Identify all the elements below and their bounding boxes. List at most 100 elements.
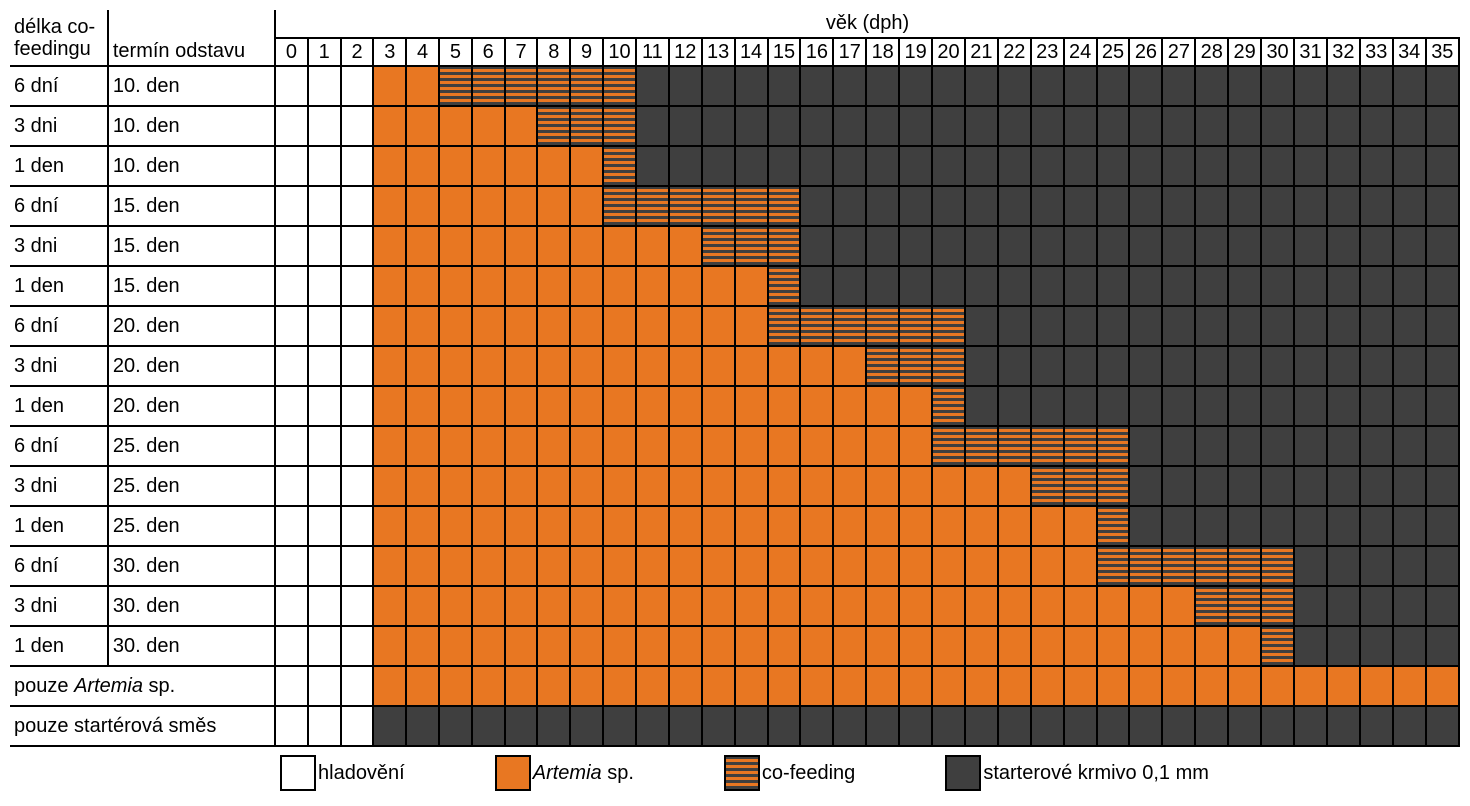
grid-cell [472,586,505,626]
row-label-cofeed-length: 3 dni [10,586,108,626]
table-row: 1 den15. den [10,266,1459,306]
grid-cell [570,146,603,186]
table-row: 6 dní30. den [10,546,1459,586]
grid-cell [1327,626,1360,666]
grid-cell [669,106,702,146]
grid-cell [636,226,669,266]
grid-cell [373,586,406,626]
grid-cell [669,186,702,226]
header-day-14: 14 [735,38,768,66]
grid-cell [702,386,735,426]
grid-cell [1097,346,1130,386]
row-label-cofeed-length: 6 dní [10,186,108,226]
grid-cell [702,106,735,146]
legend-label-artemia: Artemia sp. [533,762,634,785]
header-day-30: 30 [1261,38,1294,66]
grid-cell [1129,466,1162,506]
grid-cell [1426,666,1459,706]
grid-cell [1360,226,1393,266]
grid-cell [406,266,439,306]
grid-cell [505,386,538,426]
grid-cell [1064,426,1097,466]
grid-cell [1195,146,1228,186]
grid-cell [1393,426,1426,466]
grid-cell [1426,66,1459,106]
grid-cell [341,226,374,266]
grid-cell [768,706,801,746]
grid-cell [932,146,965,186]
header-day-25: 25 [1097,38,1130,66]
grid-cell [1393,386,1426,426]
table-row: 6 dní20. den [10,306,1459,346]
grid-cell [275,146,308,186]
grid-cell [505,266,538,306]
grid-cell [570,266,603,306]
grid-cell [768,226,801,266]
grid-cell [472,226,505,266]
grid-cell [406,626,439,666]
grid-cell [570,426,603,466]
header-col-cofeed-length: délka co- feedingu [10,10,108,66]
grid-cell [833,666,866,706]
grid-cell [1327,266,1360,306]
grid-cell [1064,226,1097,266]
grid-cell [439,706,472,746]
grid-cell [965,586,998,626]
grid-cell [373,266,406,306]
grid-cell [1162,306,1195,346]
grid-cell [866,506,899,546]
table-row: 3 dni15. den [10,226,1459,266]
grid-cell [866,386,899,426]
grid-cell [636,186,669,226]
table-row: 1 den20. den [10,386,1459,426]
grid-cell [1327,586,1360,626]
header-day-21: 21 [965,38,998,66]
header-day-15: 15 [768,38,801,66]
grid-cell [603,306,636,346]
grid-cell [341,306,374,346]
swatch-empty [280,755,316,791]
header-day-7: 7 [505,38,538,66]
table-row: 6 dní15. den [10,186,1459,226]
grid-cell [406,546,439,586]
grid-cell [406,226,439,266]
grid-cell [1064,66,1097,106]
grid-cell [669,506,702,546]
row-label-weaning-date: 10. den [108,106,275,146]
grid-cell [1393,506,1426,546]
grid-cell [735,306,768,346]
grid-cell [1228,106,1261,146]
grid-cell [636,66,669,106]
header-day-9: 9 [570,38,603,66]
grid-cell [406,506,439,546]
grid-cell [1426,386,1459,426]
grid-cell [537,546,570,586]
header-day-5: 5 [439,38,472,66]
grid-cell [932,506,965,546]
grid-cell [1031,706,1064,746]
header-day-2: 2 [341,38,374,66]
grid-cell [603,506,636,546]
row-label-cofeed-length: 6 dní [10,66,108,106]
grid-cell [1195,306,1228,346]
grid-cell [1031,386,1064,426]
grid-cell [1261,146,1294,186]
grid-cell [768,266,801,306]
grid-cell [603,346,636,386]
grid-cell [1228,586,1261,626]
grid-cell [899,506,932,546]
grid-cell [505,146,538,186]
grid-cell [932,346,965,386]
grid-cell [800,466,833,506]
grid-cell [1064,386,1097,426]
grid-cell [1228,506,1261,546]
grid-cell [1162,666,1195,706]
grid-cell [373,66,406,106]
grid-cell [1097,226,1130,266]
grid-cell [406,466,439,506]
grid-cell [899,466,932,506]
grid-cell [439,426,472,466]
swatch-orange [495,755,531,791]
grid-cell [505,666,538,706]
grid-cell [1294,546,1327,586]
